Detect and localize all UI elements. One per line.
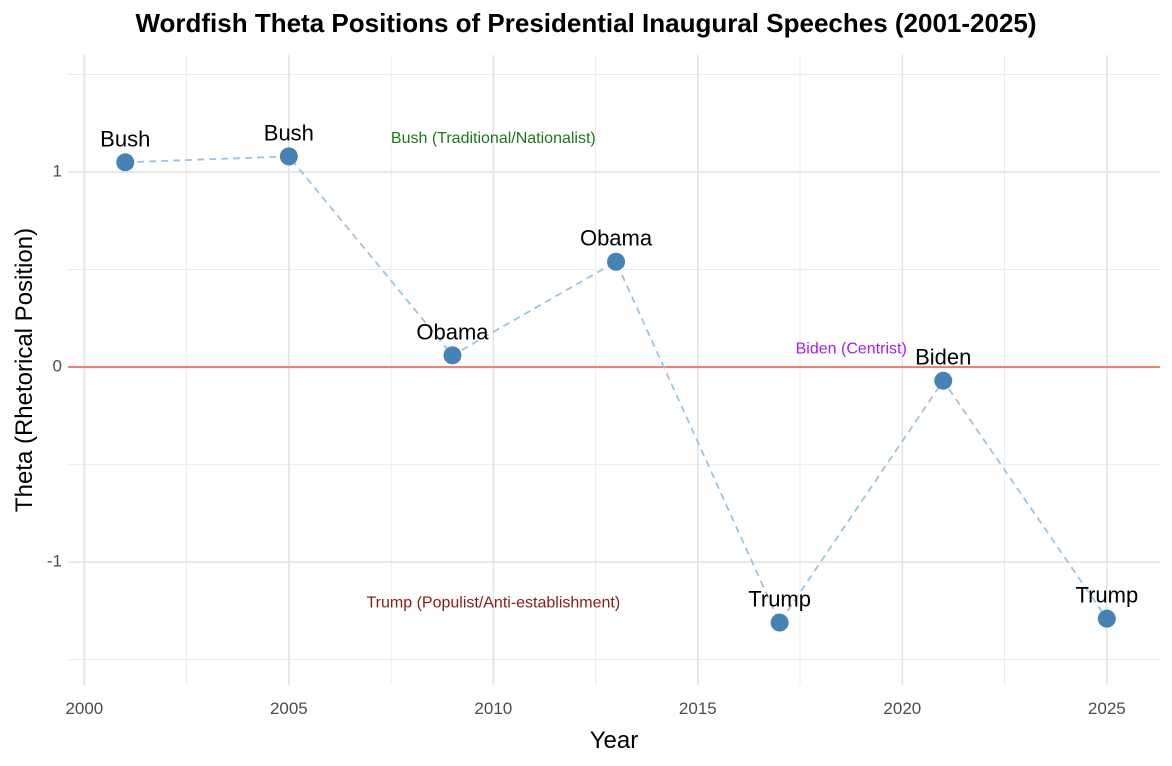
point-label: Obama: [416, 319, 489, 344]
grid: [68, 55, 1160, 685]
y-tick-label: 0: [53, 357, 62, 376]
x-tick-label: 2020: [883, 699, 921, 718]
x-tick-label: 2000: [65, 699, 103, 718]
point-label: Biden: [915, 345, 971, 370]
data-point: [1097, 609, 1116, 628]
data-point: [279, 147, 298, 166]
annotations-layer: Bush (Traditional/Nationalist) Biden (Cen…: [366, 130, 906, 611]
point-label: Obama: [580, 226, 653, 251]
annotation-text: Trump (Populist/Anti-establishment): [366, 594, 620, 611]
data-point: [116, 153, 135, 172]
annotation-text: Biden (Centrist): [796, 341, 907, 358]
annotation-text: Bush (Traditional/Nationalist): [391, 130, 596, 147]
y-axis-title: Theta (Rhetorical Position): [11, 228, 38, 512]
x-axis-title: Year: [590, 727, 639, 754]
data-point: [770, 613, 789, 632]
x-tick-label: 2005: [270, 699, 308, 718]
tick-labels-layer: 2000 2005 2010 2015 2020 2025 -1 0 1: [47, 162, 1126, 718]
point-label: Bush: [100, 126, 150, 151]
series-points-layer: [116, 147, 1116, 632]
point-label: Trump: [748, 587, 811, 612]
x-tick-label: 2010: [474, 699, 512, 718]
chart-title: Wordfish Theta Positions of Presidential…: [135, 8, 1037, 38]
x-tick-label: 2025: [1088, 699, 1126, 718]
point-label: Bush: [264, 120, 314, 145]
y-tick-label: 1: [53, 162, 62, 181]
y-tick-label: -1: [47, 552, 62, 571]
x-tick-label: 2015: [679, 699, 717, 718]
data-point: [607, 252, 626, 271]
data-point: [934, 371, 953, 390]
point-labels-layer: Bush Bush Obama Obama Trump Biden Trump: [100, 120, 1138, 611]
data-point: [443, 346, 462, 365]
point-label: Trump: [1075, 583, 1138, 608]
